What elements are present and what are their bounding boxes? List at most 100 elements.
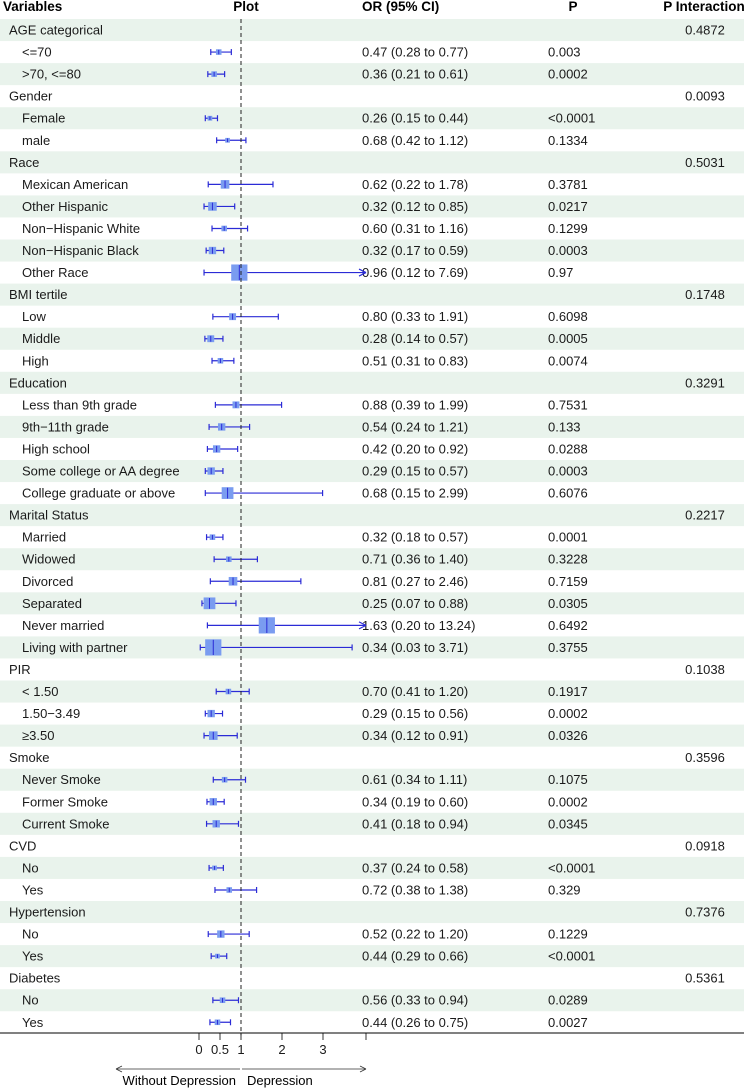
group-header-row: CVD 0.0918 <box>9 838 725 853</box>
row-label: Separated <box>22 596 82 611</box>
table-row: Other Hispanic 0.32 (0.12 to 0.85) 0.0217 <box>22 199 588 214</box>
group-label: Marital Status <box>9 508 89 523</box>
table-row: Separated 0.25 (0.07 to 0.88) 0.0305 <box>22 596 588 611</box>
p-value: 0.6492 <box>548 618 588 633</box>
p-value: 0.6098 <box>548 309 588 324</box>
left-arrow-head-icon <box>115 1065 123 1073</box>
p-interaction-value: 0.0093 <box>685 89 725 104</box>
forest-mark <box>206 445 239 453</box>
or-ci-value: 0.62 (0.22 to 1.78) <box>362 177 468 192</box>
or-ci-value: 0.54 (0.24 to 1.21) <box>362 419 468 434</box>
row-stripe <box>0 283 744 306</box>
forest-mark <box>207 930 250 938</box>
or-ci-value: 0.32 (0.17 to 0.59) <box>362 243 468 258</box>
forest-mark <box>207 180 274 189</box>
group-label: Diabetes <box>9 971 61 986</box>
or-ci-value: 0.52 (0.22 to 1.20) <box>362 927 468 942</box>
group-header-row: BMI tertile 0.1748 <box>9 287 725 302</box>
or-ci-value: 0.32 (0.12 to 0.85) <box>362 199 468 214</box>
group-label: BMI tertile <box>9 287 68 302</box>
row-label: Living with partner <box>22 640 128 655</box>
p-value: 0.0002 <box>548 794 588 809</box>
p-value: 0.3781 <box>548 177 588 192</box>
table-row: Female 0.26 (0.15 to 0.44) <0.0001 <box>22 111 595 126</box>
row-stripe <box>0 151 744 174</box>
row-stripe <box>0 19 744 42</box>
table-row: Yes 0.44 (0.26 to 0.75) 0.0027 <box>22 1015 588 1030</box>
row-label: Never Smoke <box>22 772 101 787</box>
forest-mark <box>209 1019 232 1026</box>
or-ci-value: 0.25 (0.07 to 0.88) <box>362 596 468 611</box>
row-label: 9th−11th grade <box>22 419 109 434</box>
row-stripe <box>0 592 744 615</box>
p-interaction-value: 0.3291 <box>685 375 725 390</box>
or-ci-value: 0.42 (0.20 to 0.92) <box>362 441 468 456</box>
or-ci-value: 0.34 (0.03 to 3.71) <box>362 640 468 655</box>
row-label: Divorced <box>22 574 73 589</box>
forest-mark <box>213 556 258 563</box>
row-label: Non−Hispanic White <box>22 221 140 236</box>
or-ci-value: 1.63 (0.20 to 13.24) <box>362 618 475 633</box>
row-label: High <box>22 353 49 368</box>
row-stripe <box>0 636 744 659</box>
p-value: 0.0288 <box>548 441 588 456</box>
group-label: PIR <box>9 662 31 677</box>
p-value: 0.0074 <box>548 353 588 368</box>
forest-mark <box>204 709 224 718</box>
table-row: < 1.50 0.70 (0.41 to 1.20) 0.1917 <box>22 684 588 699</box>
p-interaction-value: 0.0918 <box>685 838 725 853</box>
p-value: 0.7531 <box>548 397 588 412</box>
row-stripe <box>0 195 744 218</box>
table-row: Yes 0.72 (0.38 to 1.38) 0.329 <box>22 882 581 897</box>
or-ci-value: 0.88 (0.39 to 1.99) <box>362 397 468 412</box>
table-row: Some college or AA degree 0.29 (0.15 to 0… <box>22 464 588 479</box>
group-header-row: Marital Status 0.2217 <box>9 508 725 523</box>
row-label: College graduate or above <box>22 486 175 501</box>
table-rows: AGE categorical 0.4872 <=70 0.47 (0.28 to 0… <box>9 23 725 1030</box>
row-label: Female <box>22 111 65 126</box>
p-value: 0.0002 <box>548 706 588 721</box>
or-ci-value: 0.34 (0.19 to 0.60) <box>362 794 468 809</box>
table-row: Mexican American 0.62 (0.22 to 1.78) 0.378… <box>22 177 588 192</box>
row-label: male <box>22 133 50 148</box>
or-ci-value: 0.44 (0.29 to 0.66) <box>362 949 468 964</box>
p-interaction-value: 0.2217 <box>685 508 725 523</box>
table-row: 1.50−3.49 0.29 (0.15 to 0.56) 0.0002 <box>22 706 588 721</box>
forest-mark <box>215 688 250 695</box>
row-label: ≥3.50 <box>22 728 54 743</box>
table-row: Non−Hispanic Black 0.32 (0.17 to 0.59) 0.0… <box>22 243 588 258</box>
p-value: 0.329 <box>548 882 581 897</box>
row-stripe <box>0 504 744 527</box>
row-stripe <box>0 945 744 968</box>
row-label: Married <box>22 530 66 545</box>
table-row: Less than 9th grade 0.88 (0.39 to 1.99) 0.… <box>22 397 588 412</box>
table-row: Married 0.32 (0.18 to 0.57) 0.0001 <box>22 530 588 545</box>
forest-mark <box>203 264 367 281</box>
p-value: 0.0003 <box>548 243 588 258</box>
or-ci-value: 0.72 (0.38 to 1.38) <box>362 882 468 897</box>
p-interaction-value: 0.5031 <box>685 155 725 170</box>
table-row: Never Smoke 0.61 (0.34 to 1.11) 0.1075 <box>22 772 588 787</box>
forest-mark <box>206 617 367 634</box>
row-label: Other Hispanic <box>22 199 108 214</box>
row-stripe <box>0 548 744 571</box>
or-ci-value: 0.81 (0.27 to 2.46) <box>362 574 468 589</box>
row-label: Other Race <box>22 265 88 280</box>
table-row: 9th−11th grade 0.54 (0.24 to 1.21) 0.133 <box>22 419 581 434</box>
p-value: 0.0005 <box>548 331 588 346</box>
forest-mark <box>203 731 238 740</box>
or-ci-value: 0.41 (0.18 to 0.94) <box>362 816 468 831</box>
row-label: Widowed <box>22 552 75 567</box>
group-header-row: Education 0.3291 <box>9 375 725 390</box>
forest-mark <box>211 225 249 232</box>
axis-tick-label: 1 <box>237 1042 244 1057</box>
row-stripes <box>0 19 744 1012</box>
forest-mark <box>206 798 225 806</box>
forest-mark <box>199 639 353 656</box>
group-label: Hypertension <box>9 905 86 920</box>
or-ci-value: 0.51 (0.31 to 0.83) <box>362 353 468 368</box>
row-label: Some college or AA degree <box>22 464 180 479</box>
table-row: Divorced 0.81 (0.27 to 2.46) 0.7159 <box>22 574 588 589</box>
table-row: High school 0.42 (0.20 to 0.92) 0.0288 <box>22 441 588 456</box>
